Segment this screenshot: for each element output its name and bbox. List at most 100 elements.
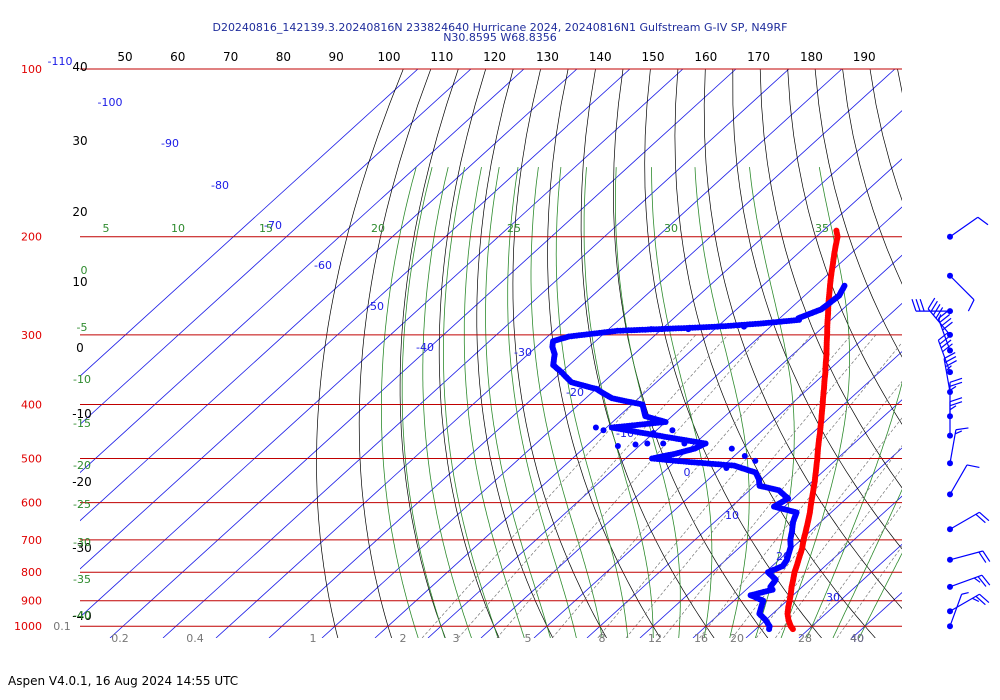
dry-adiabat-line xyxy=(580,69,715,638)
dewpoint-point xyxy=(658,326,665,333)
dry-adiabat-line xyxy=(732,69,902,550)
isotherm-label: -40 xyxy=(416,341,434,354)
theta-left-label: 0 xyxy=(76,341,84,355)
mixing-ratio-line xyxy=(732,417,902,638)
mixing-ratio-label: 5 xyxy=(525,632,532,645)
dry-adiabat-line xyxy=(438,69,500,638)
pressure-label: 700 xyxy=(21,534,42,547)
wind-barb xyxy=(943,352,957,396)
isotherm-line xyxy=(80,69,472,425)
mixing-ratio-label: 16 xyxy=(694,632,708,645)
moist-adiabat-left-label: -30 xyxy=(73,536,91,549)
dry-adiabat-line xyxy=(814,69,902,358)
theta-top-label: 120 xyxy=(483,50,506,64)
isotherm-line xyxy=(745,495,902,638)
mixing-ratio-label: 0.1 xyxy=(53,620,71,633)
moist-adiabat-left-label: 0 xyxy=(81,264,88,277)
isotherm-line xyxy=(480,254,902,638)
theta-top-label: 150 xyxy=(642,50,665,64)
wind-barb xyxy=(927,297,953,338)
isotherm-label: -70 xyxy=(264,219,282,232)
isotherm-label: 0 xyxy=(684,466,691,479)
dewpoint-point xyxy=(627,427,633,434)
moist-adiabat-left-label: -15 xyxy=(73,417,91,430)
isotherm-label: 40 xyxy=(850,632,864,645)
wind-barb xyxy=(947,397,963,439)
isotherm-line xyxy=(374,158,902,638)
mixing-ratio-label: 0.2 xyxy=(111,632,129,645)
isotherm-label: -110 xyxy=(48,55,73,68)
mixing-ratio-line xyxy=(421,334,697,638)
isotherm-label: -80 xyxy=(211,179,229,192)
chart-location: N30.8595 W68.8356 xyxy=(443,31,557,44)
chart-title: D20240816_142139.3.20240816N 233824640 H… xyxy=(212,21,788,34)
wind-barb xyxy=(937,331,953,376)
moist-adiabat-left-label: -5 xyxy=(77,321,88,334)
theta-top-label: 130 xyxy=(536,50,559,64)
mixing-ratio-line xyxy=(663,342,902,638)
footer-note: Aspen V4.0.1, 16 Aug 2024 14:55 UTC xyxy=(8,674,239,688)
mixing-ratio-label: 0.4 xyxy=(186,632,204,645)
isotherm-label: 10 xyxy=(725,509,739,522)
theta-top-label: 170 xyxy=(747,50,770,64)
dry-adiabat-line xyxy=(316,69,404,638)
mixing-ratio-label: 2 xyxy=(400,632,407,645)
mixing-ratio-line xyxy=(552,334,812,638)
theta-top-label: 190 xyxy=(853,50,876,64)
wind-barb xyxy=(911,298,953,315)
pressure-label: 500 xyxy=(21,452,42,465)
wind-barb xyxy=(947,593,990,615)
isotherm-line xyxy=(692,447,902,638)
theta-top-label: 60 xyxy=(170,50,185,64)
mixing-ratio-label: 12 xyxy=(648,632,662,645)
mixing-ratio-label: 8 xyxy=(599,632,606,645)
isotherm-label: -30 xyxy=(514,346,532,359)
wind-barb xyxy=(947,511,990,533)
dewpoint-point xyxy=(660,440,667,447)
theta-left-label: 20 xyxy=(72,205,87,219)
isotherm-label: 30 xyxy=(826,591,840,604)
dry-adiabat-line xyxy=(399,69,459,638)
dry-adiabat-line xyxy=(547,69,661,638)
isotherm-label: -100 xyxy=(98,96,123,109)
wind-barb xyxy=(947,574,991,590)
dewpoint-point xyxy=(723,465,730,471)
moist-adiabat-left-label: -10 xyxy=(73,373,91,386)
dewpoint-point xyxy=(741,323,747,330)
wind-barb xyxy=(937,310,953,354)
dry-adiabat-line xyxy=(358,69,432,638)
dry-adiabat-line xyxy=(476,69,554,638)
dewpoint-point xyxy=(669,427,676,434)
dewpoint-point xyxy=(600,427,607,434)
dewpoint-point xyxy=(614,443,621,449)
theta-left-label: -10 xyxy=(72,407,92,421)
pressure-label: 900 xyxy=(21,595,42,608)
isotherm-line xyxy=(80,69,578,522)
isotherm-label: -90 xyxy=(161,137,179,150)
isotherm-line xyxy=(80,69,525,474)
theta-left-label: 30 xyxy=(72,134,87,148)
moist-adiabat-label: 10 xyxy=(171,222,185,235)
theta-top-label: 110 xyxy=(430,50,453,64)
pressure-label: 100 xyxy=(21,63,42,76)
dewpoint-point xyxy=(632,441,639,448)
theta-left-label: 40 xyxy=(72,60,87,74)
dewpoint-point xyxy=(752,457,759,464)
isotherm-label: -60 xyxy=(314,259,332,272)
moist-adiabat-label: 35 xyxy=(815,222,829,235)
dry-adiabat-line xyxy=(759,69,902,489)
isotherm-label: -20 xyxy=(566,386,584,399)
pressure-label: 400 xyxy=(21,398,42,411)
theta-top-label: 80 xyxy=(276,50,291,64)
mixing-ratio-line xyxy=(804,504,902,638)
moist-adiabat-label: 25 xyxy=(507,222,521,235)
mixing-ratio-label: 20 xyxy=(730,632,744,645)
dry-adiabat-line xyxy=(925,69,1000,638)
mixing-ratio-label: 28 xyxy=(798,632,812,645)
isotherm-line xyxy=(215,69,843,638)
pressure-label: 200 xyxy=(21,231,42,244)
isotherm-line xyxy=(268,69,896,638)
isotherm-line xyxy=(639,399,902,638)
moist-adiabat-left-label: -20 xyxy=(73,459,91,472)
